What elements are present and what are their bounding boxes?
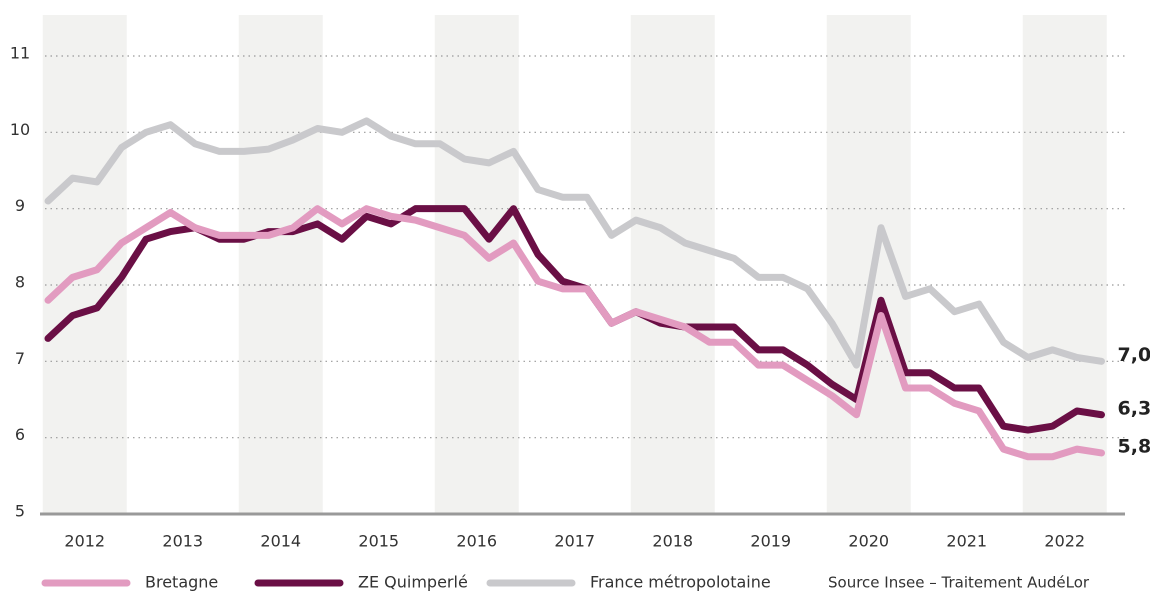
x-tick-label: 2018	[652, 532, 693, 551]
x-tick-label: 2015	[358, 532, 399, 551]
x-tick-label: 2020	[848, 532, 889, 551]
x-tick-label: 2014	[260, 532, 301, 551]
year-band	[435, 15, 519, 514]
series-line	[48, 121, 1102, 365]
legend-label: ZE Quimperlé	[358, 573, 468, 592]
x-tick-label: 2021	[946, 532, 987, 551]
y-tick-label: 7	[15, 349, 25, 368]
year-band	[827, 15, 911, 514]
end-label: 7,0	[1118, 344, 1150, 366]
end-label: 6,3	[1118, 397, 1150, 419]
legend-label: Bretagne	[145, 573, 218, 592]
y-tick-label: 6	[15, 425, 25, 444]
series-line	[48, 209, 1102, 457]
year-band	[43, 15, 127, 514]
x-tick-label: 2022	[1044, 532, 1085, 551]
year-band	[1023, 15, 1107, 514]
x-tick-label: 2013	[162, 532, 203, 551]
y-tick-label: 10	[10, 120, 30, 139]
legend-label: France métropolotaine	[590, 573, 771, 592]
x-tick-label: 2019	[750, 532, 791, 551]
source: Source Insee – Traitement AudéLor	[828, 574, 1090, 592]
y-tick-label: 9	[15, 196, 25, 215]
end-label: 5,8	[1118, 435, 1150, 457]
x-tick-label: 2016	[456, 532, 497, 551]
x-tick-label: 2017	[554, 532, 595, 551]
y-tick-label: 5	[15, 502, 25, 521]
x-tick-label: 2012	[64, 532, 105, 551]
year-band	[239, 15, 323, 514]
year-band	[631, 15, 715, 514]
y-tick-label: 8	[15, 273, 25, 292]
y-tick-label: 11	[10, 44, 30, 63]
